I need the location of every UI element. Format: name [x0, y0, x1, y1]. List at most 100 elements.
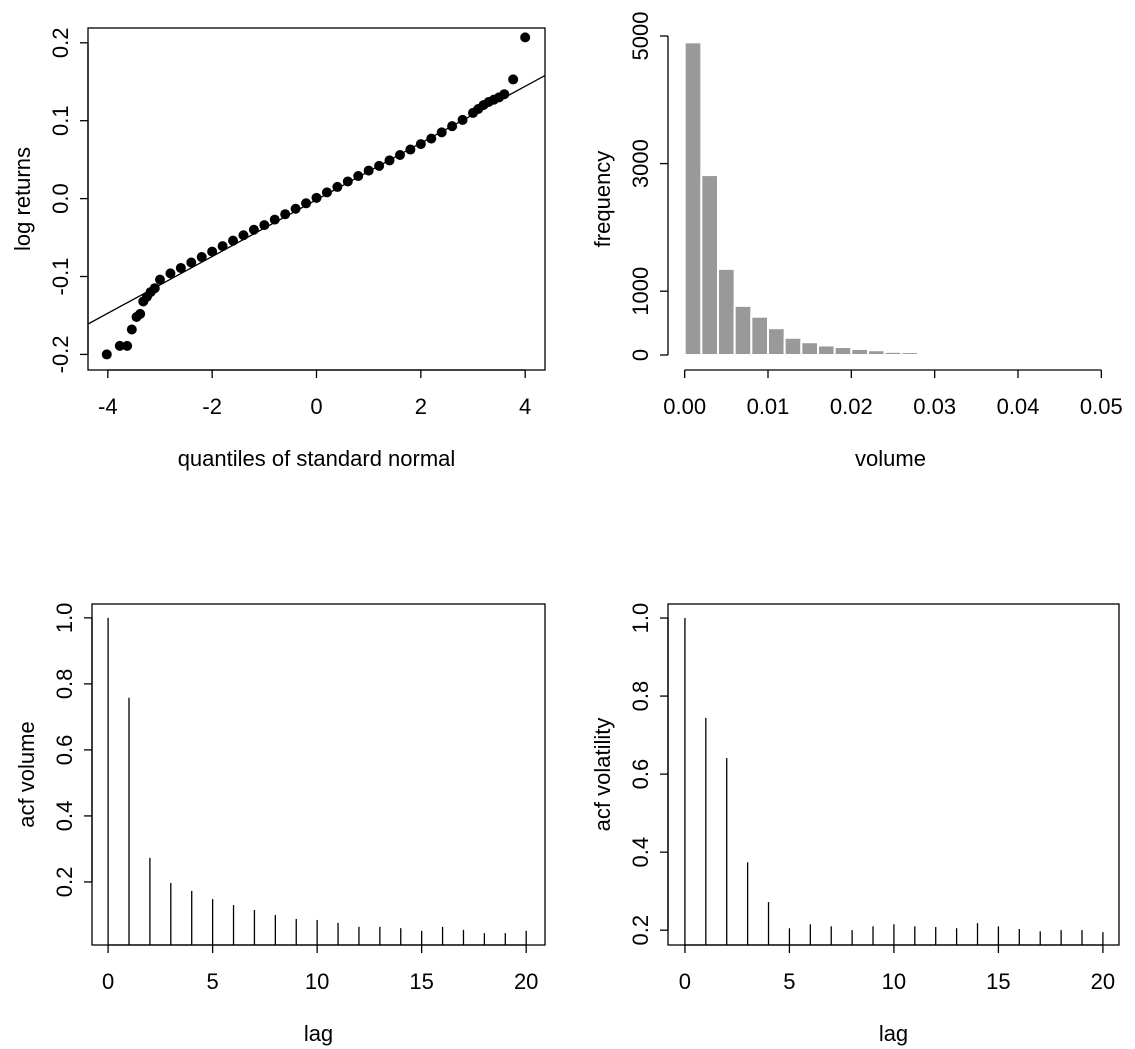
- y-tick-label: 0.4: [52, 801, 77, 832]
- x-tick-label: -4: [98, 394, 118, 419]
- bar: [850, 347, 869, 357]
- bar: [867, 349, 886, 357]
- point: [228, 235, 239, 246]
- bar: [783, 336, 803, 357]
- x-tick-label: 0.05: [1080, 394, 1123, 419]
- point: [126, 324, 137, 335]
- bar: [700, 174, 719, 357]
- point: [342, 176, 353, 187]
- y-tick-label: 3000: [628, 139, 653, 188]
- x-axis-title: volume: [855, 446, 926, 471]
- x-tick-label: 0.00: [663, 394, 706, 419]
- x-tick-label: 0: [102, 969, 114, 994]
- point: [238, 230, 249, 241]
- x-tick-label: 10: [882, 969, 906, 994]
- x-tick-label: 0.03: [913, 394, 956, 419]
- y-tick-label: 1000: [628, 267, 653, 316]
- point: [135, 308, 146, 319]
- y-tick-label: 0.0: [48, 183, 73, 214]
- point: [508, 74, 519, 85]
- point: [405, 144, 416, 155]
- point: [447, 121, 458, 132]
- bar: [1017, 352, 1036, 357]
- point: [363, 165, 374, 176]
- point: [186, 257, 197, 268]
- x-tick-label: 0.04: [997, 394, 1040, 419]
- x-axis-title: quantiles of standard normal: [178, 446, 456, 471]
- x-tick-label: 15: [986, 969, 1010, 994]
- point: [101, 349, 112, 360]
- point: [426, 133, 437, 144]
- bar: [750, 315, 769, 357]
- y-tick-label: 0.2: [52, 867, 77, 898]
- y-tick-label: 0.4: [628, 837, 653, 868]
- point: [301, 198, 312, 209]
- bar: [800, 341, 819, 357]
- point: [165, 268, 176, 279]
- bar: [883, 350, 903, 357]
- x-tick-label: 5: [206, 969, 218, 994]
- x-tick-label: 10: [305, 969, 329, 994]
- point: [122, 340, 133, 351]
- point: [311, 192, 322, 203]
- point: [269, 214, 280, 225]
- point: [154, 274, 165, 285]
- y-tick-label: 0.8: [52, 669, 77, 700]
- x-axis-title: lag: [879, 1021, 908, 1046]
- point: [114, 340, 125, 351]
- point: [353, 171, 364, 182]
- bar: [1000, 353, 1019, 357]
- y-tick-label: 1.0: [52, 603, 77, 634]
- point: [415, 139, 426, 150]
- bar: [900, 351, 919, 357]
- point: [520, 32, 531, 43]
- plot-frame: [667, 603, 1120, 946]
- point: [384, 155, 395, 166]
- bar: [817, 344, 836, 357]
- x-tick-label: 15: [409, 969, 433, 994]
- y-tick-label: 1.0: [628, 603, 653, 634]
- point: [374, 160, 385, 171]
- y-axis-title: acf volatility: [590, 718, 615, 832]
- bar: [767, 327, 786, 357]
- y-tick-label: 0: [628, 349, 653, 361]
- y-axis-title: log returns: [10, 147, 35, 251]
- y-axis-title: frequency: [590, 151, 615, 248]
- point: [196, 252, 207, 263]
- x-tick-label: 20: [1091, 969, 1115, 994]
- point: [321, 187, 332, 198]
- x-tick-label: -2: [202, 394, 222, 419]
- x-tick-label: 0: [679, 969, 691, 994]
- point: [332, 181, 343, 192]
- y-tick-label: 0.8: [628, 681, 653, 712]
- bar: [983, 353, 1003, 357]
- point: [394, 149, 405, 160]
- bar: [683, 41, 703, 357]
- x-tick-label: 4: [519, 394, 531, 419]
- bar: [833, 346, 853, 357]
- x-tick-label: 20: [514, 969, 538, 994]
- bar: [933, 352, 953, 357]
- point: [248, 224, 259, 235]
- y-tick-label: 0.2: [628, 915, 653, 946]
- point: [499, 89, 510, 100]
- x-tick-label: 0.02: [830, 394, 873, 419]
- y-axis-title: acf volume: [14, 721, 39, 827]
- x-tick-label: 0.01: [747, 394, 790, 419]
- plot-frame: [91, 603, 546, 946]
- point: [217, 241, 228, 252]
- bar: [917, 352, 936, 357]
- x-axis-title: lag: [304, 1021, 333, 1046]
- point: [290, 203, 301, 214]
- y-tick-label: -0.2: [48, 335, 73, 373]
- y-tick-label: 0.2: [48, 28, 73, 59]
- point: [436, 127, 447, 138]
- bar: [950, 353, 969, 357]
- bar: [717, 267, 736, 357]
- y-tick-label: 0.6: [628, 759, 653, 790]
- y-tick-label: 0.6: [52, 735, 77, 766]
- y-tick-label: 0.1: [48, 105, 73, 136]
- bar: [967, 353, 986, 357]
- point: [457, 114, 468, 125]
